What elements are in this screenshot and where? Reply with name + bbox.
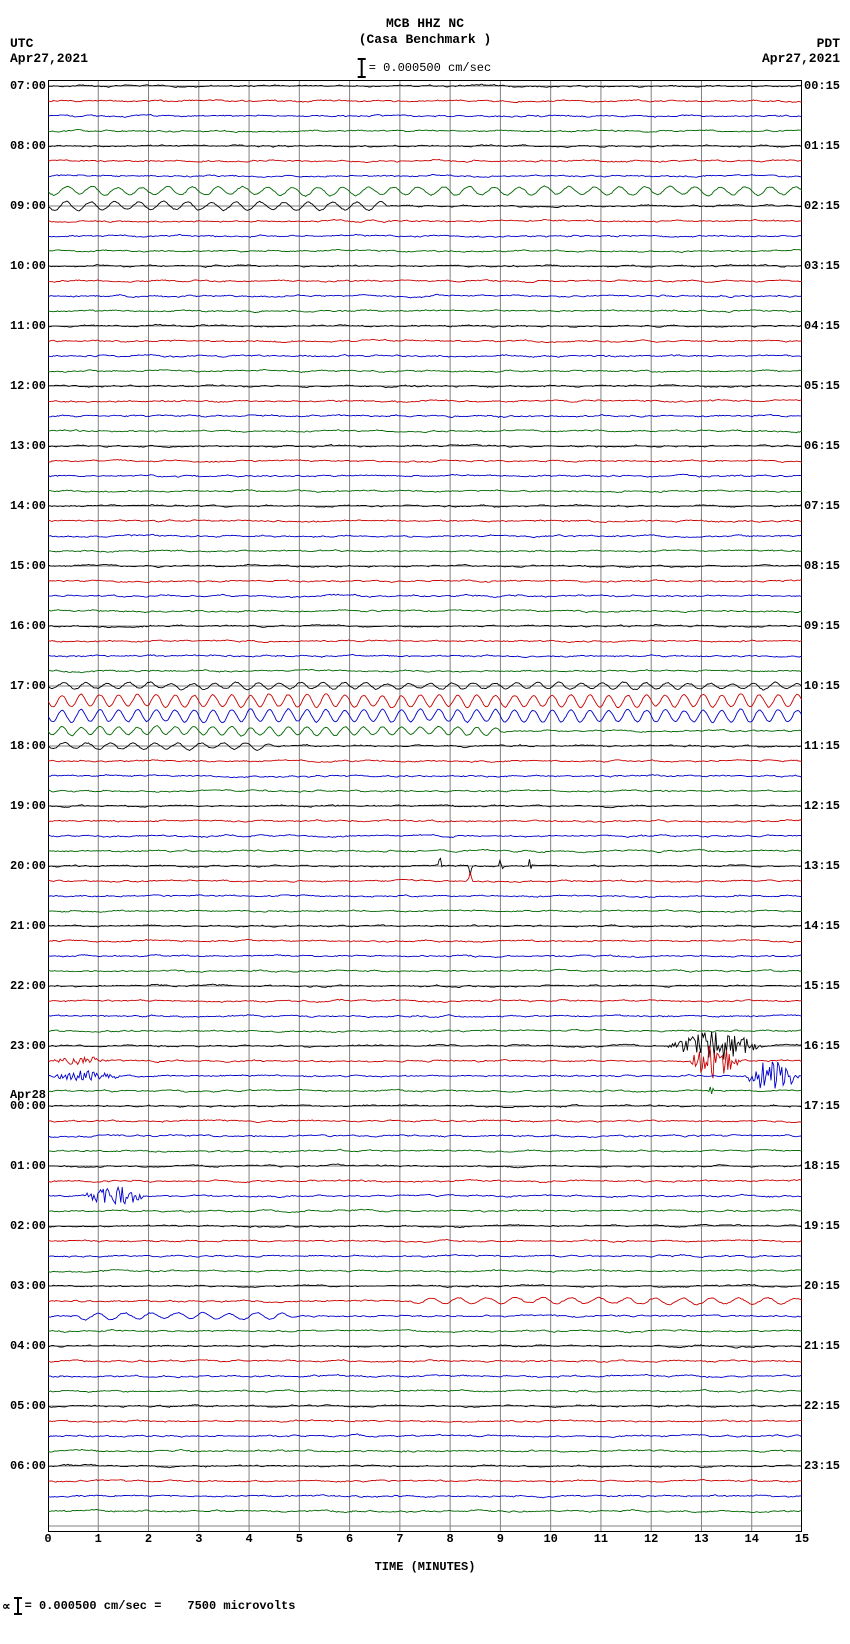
header: UTC Apr27,2021 MCB HHZ NC (Casa Benchmar… [0, 10, 850, 80]
right-time-label: 22:15 [804, 1399, 840, 1413]
footer: ∝ = 0.000500 cm/sec = 7500 microvolts [0, 1598, 850, 1614]
left-time-label: 04:00 [10, 1339, 46, 1353]
right-time-label: 06:15 [804, 439, 840, 453]
footer-prefix: ∝ [2, 1599, 11, 1614]
right-time-label: 04:15 [804, 319, 840, 333]
tz-right-label: PDT [762, 36, 840, 51]
right-time-label: 15:15 [804, 979, 840, 993]
x-tick-label: 3 [195, 1532, 202, 1546]
title-block: MCB HHZ NC (Casa Benchmark ) = 0.000500 … [359, 16, 492, 77]
x-tick-label: 0 [44, 1532, 51, 1546]
left-time-label: 08:00 [10, 139, 46, 153]
left-time-label: 06:00 [10, 1459, 46, 1473]
left-time-label: 20:00 [10, 859, 46, 873]
right-time-label: 11:15 [804, 739, 840, 753]
tz-left-label: UTC [10, 36, 88, 51]
left-time-label: 15:00 [10, 559, 46, 573]
right-time-label: 18:15 [804, 1159, 840, 1173]
left-time-label: 05:00 [10, 1399, 46, 1413]
right-time-label: 02:15 [804, 199, 840, 213]
scale-value: = 0.000500 cm/sec [369, 61, 491, 75]
seismogram-container: UTC Apr27,2021 MCB HHZ NC (Casa Benchmar… [0, 0, 850, 1644]
tz-right: PDT Apr27,2021 [762, 36, 840, 66]
x-tick-label: 10 [543, 1532, 557, 1546]
right-time-label: 03:15 [804, 259, 840, 273]
right-time-label: 17:15 [804, 1099, 840, 1113]
left-time-label: 14:00 [10, 499, 46, 513]
footer-microvolts: 7500 microvolts [187, 1599, 295, 1613]
right-time-label: 13:15 [804, 859, 840, 873]
tz-right-date: Apr27,2021 [762, 51, 840, 66]
left-time-label: 13:00 [10, 439, 46, 453]
tz-left-date: Apr27,2021 [10, 51, 88, 66]
right-time-label: 23:15 [804, 1459, 840, 1473]
x-tick-label: 12 [644, 1532, 658, 1546]
footer-scale-value: = 0.000500 cm/sec = [25, 1599, 162, 1613]
x-tick-label: 11 [594, 1532, 608, 1546]
left-time-label: 12:00 [10, 379, 46, 393]
left-time-label: 03:00 [10, 1279, 46, 1293]
x-tick-label: 5 [296, 1532, 303, 1546]
station-location: (Casa Benchmark ) [359, 32, 492, 48]
right-time-label: 08:15 [804, 559, 840, 573]
x-tick-label: 6 [346, 1532, 353, 1546]
left-time-label: 09:00 [10, 199, 46, 213]
left-time-label: 11:00 [10, 319, 46, 333]
plot-wrap: 07:00 08:00 09:00 10:00 11:00 12:00 13:00 14:00… [0, 80, 850, 1532]
station-code: MCB HHZ NC [359, 16, 492, 32]
tz-left: UTC Apr27,2021 [10, 36, 88, 66]
right-time-label: 07:15 [804, 499, 840, 513]
plot-area [48, 80, 802, 1532]
right-time-label: 05:15 [804, 379, 840, 393]
scale-line: = 0.000500 cm/sec [359, 59, 492, 77]
right-time-label: 10:15 [804, 679, 840, 693]
right-time-label: 19:15 [804, 1219, 840, 1233]
left-time-label: 02:00 [10, 1219, 46, 1233]
x-axis-title: TIME (MINUTES) [375, 1560, 476, 1574]
seismogram-svg [48, 80, 802, 1532]
left-time-label: 23:00 [10, 1039, 46, 1053]
right-time-label: 21:15 [804, 1339, 840, 1353]
left-labels: 07:00 08:00 09:00 10:00 11:00 12:00 13:00 14:00… [2, 80, 46, 1532]
left-time-label: 22:00 [10, 979, 46, 993]
x-tick-label: 15 [795, 1532, 809, 1546]
x-tick-label: 13 [694, 1532, 708, 1546]
x-tick-label: 2 [145, 1532, 152, 1546]
right-time-label: 01:15 [804, 139, 840, 153]
left-time-label: 21:00 [10, 919, 46, 933]
right-time-label: 20:15 [804, 1279, 840, 1293]
x-tick-label: 1 [95, 1532, 102, 1546]
x-axis: TIME (MINUTES) 0123456789101112131415 [48, 1532, 802, 1570]
scale-mark-icon [361, 59, 363, 77]
left-time-label: 16:00 [10, 619, 46, 633]
left-time-label: 19:00 [10, 799, 46, 813]
x-tick-label: 8 [447, 1532, 454, 1546]
left-time-label: 07:00 [10, 79, 46, 93]
right-time-label: 00:15 [804, 79, 840, 93]
left-time-label: 00:00 [10, 1099, 46, 1113]
left-time-label: 18:00 [10, 739, 46, 753]
x-tick-label: 7 [396, 1532, 403, 1546]
x-tick-label: 14 [745, 1532, 759, 1546]
x-tick-label: 9 [497, 1532, 504, 1546]
x-tick-label: 4 [245, 1532, 252, 1546]
right-time-label: 16:15 [804, 1039, 840, 1053]
right-time-label: 09:15 [804, 619, 840, 633]
left-time-label: 17:00 [10, 679, 46, 693]
right-time-label: 14:15 [804, 919, 840, 933]
footer-scale-mark-icon [17, 1598, 19, 1614]
right-time-label: 12:15 [804, 799, 840, 813]
right-labels: 00:15 01:15 02:15 03:15 04:15 05:15 06:15 07:15… [804, 80, 848, 1532]
left-time-label: 01:00 [10, 1159, 46, 1173]
left-time-label: 10:00 [10, 259, 46, 273]
